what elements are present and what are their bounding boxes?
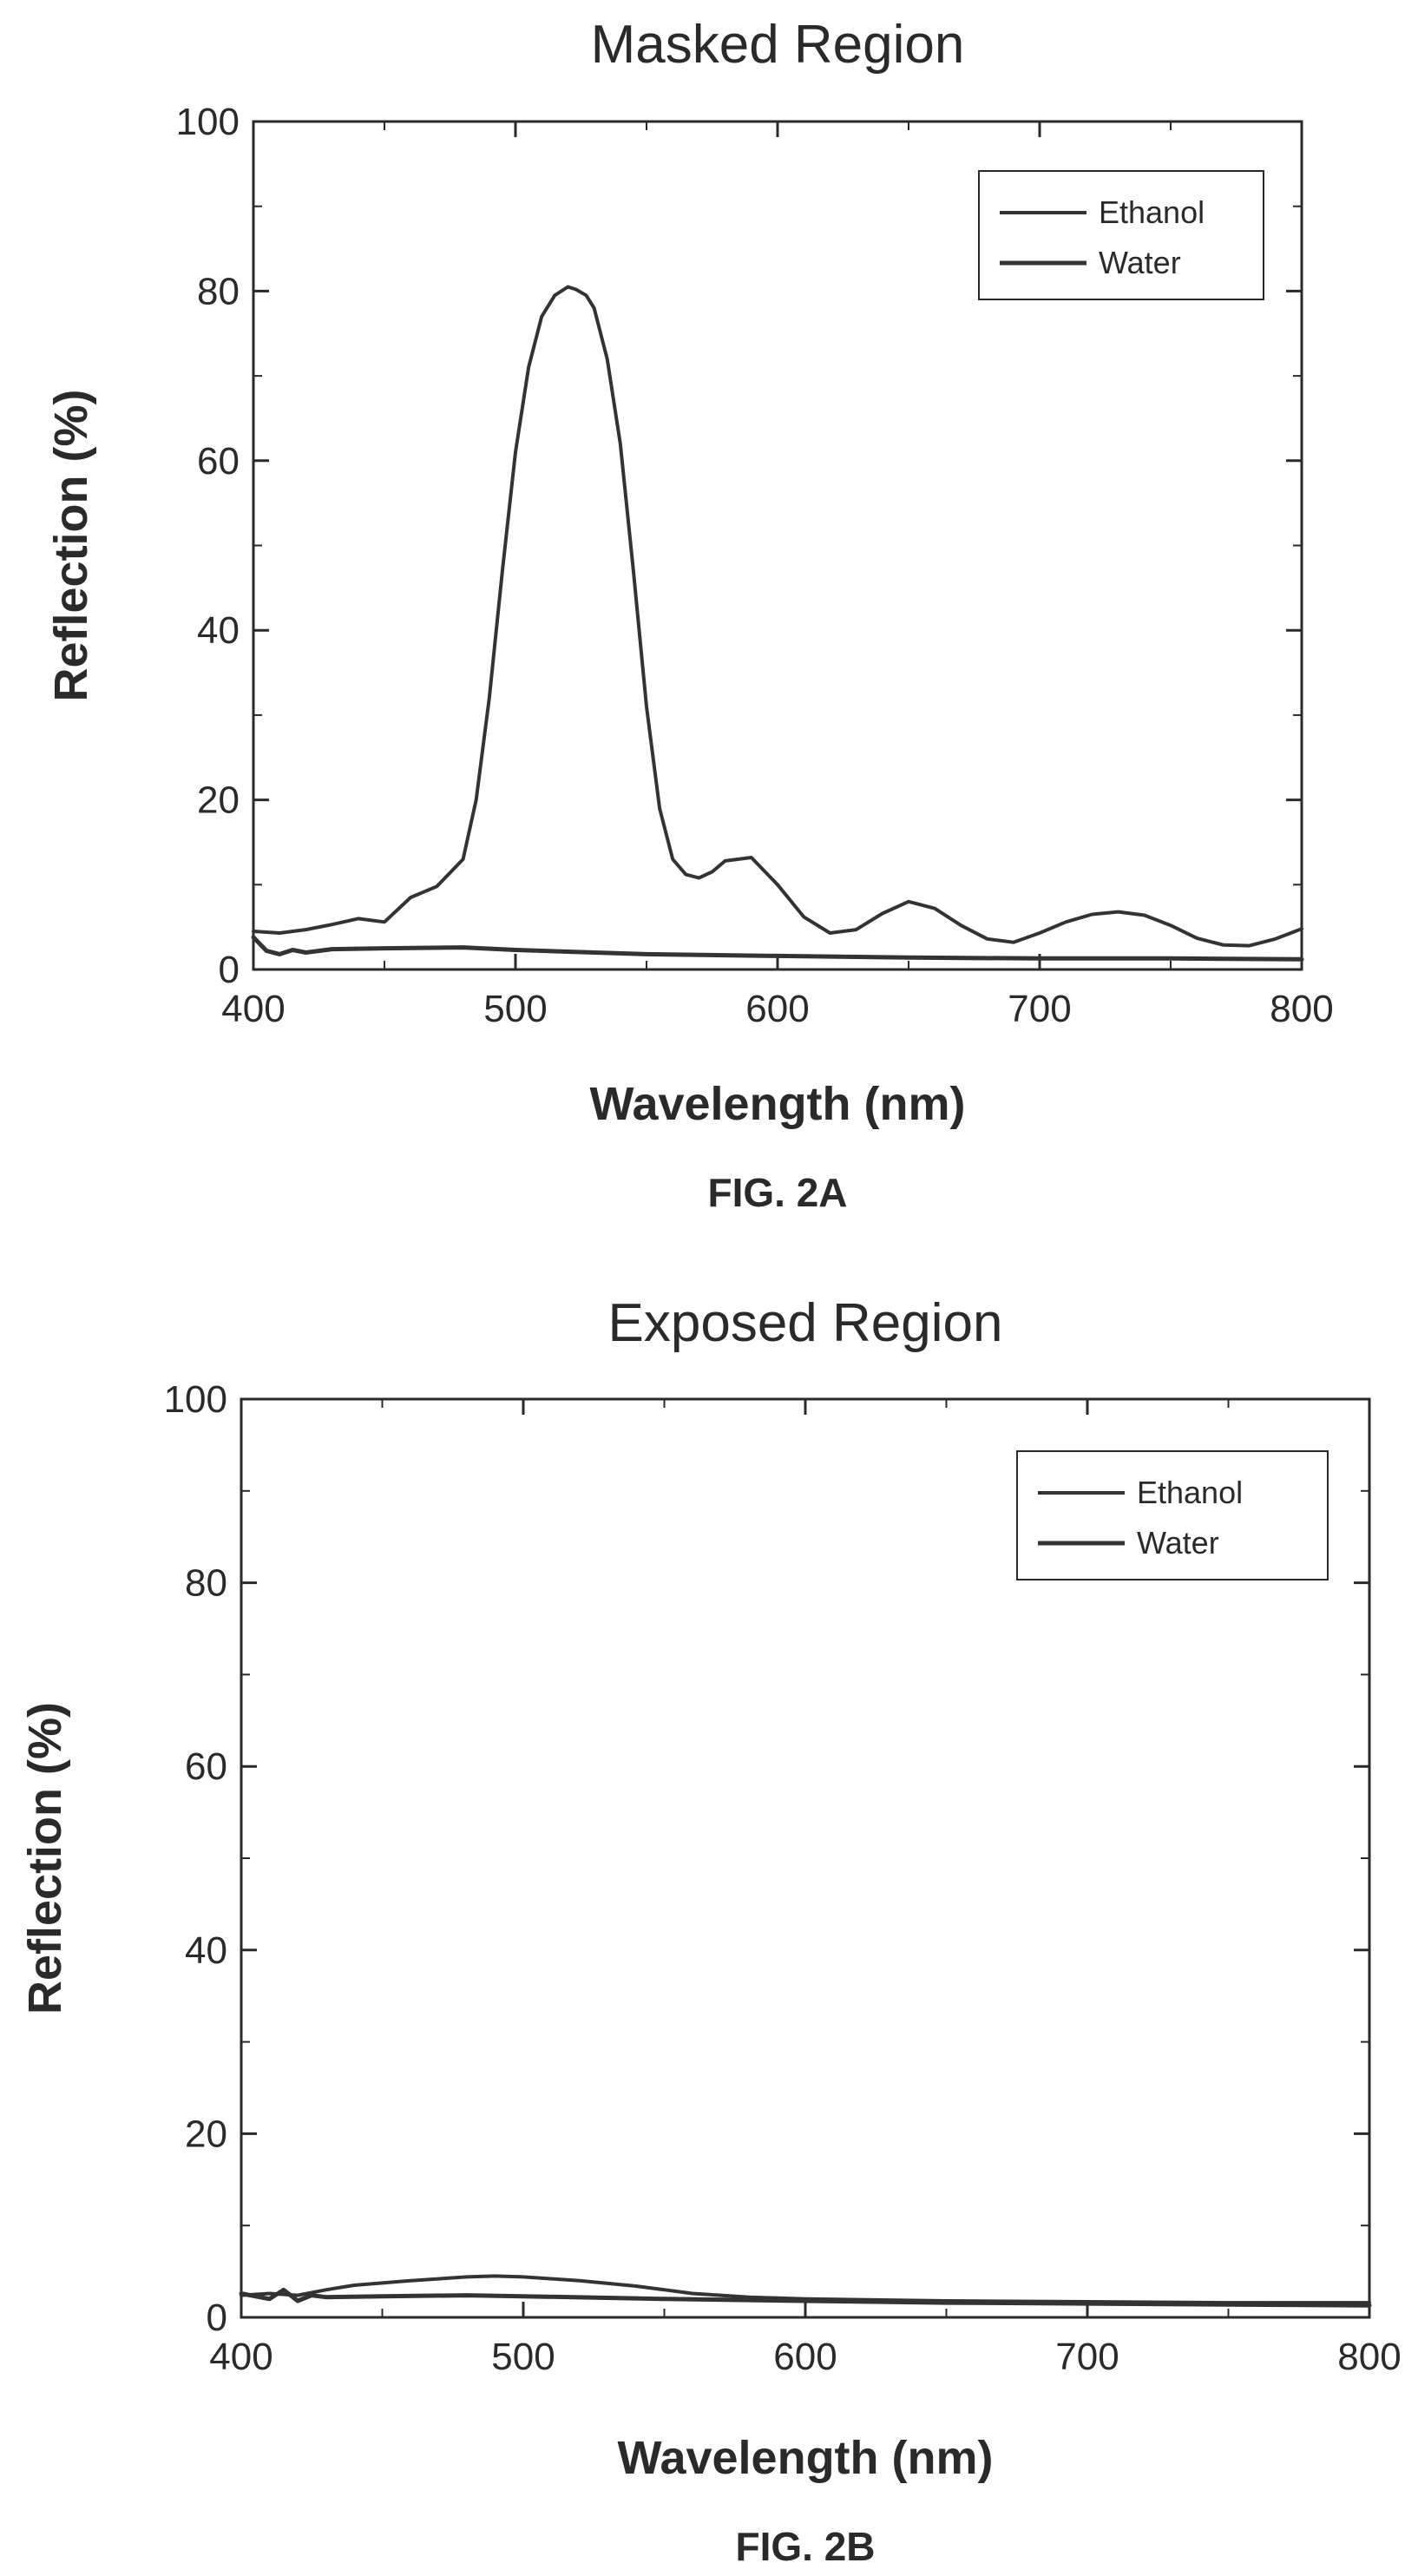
y-tick-label: 40 xyxy=(197,609,240,652)
y-tick-label: 20 xyxy=(197,779,240,822)
legend-label-water: Water xyxy=(1137,1525,1219,1561)
x-tick-label: 400 xyxy=(209,2336,272,2378)
y-tick-label: 100 xyxy=(164,1378,227,1421)
legend-box xyxy=(1016,1450,1329,1580)
series-line-ethanol xyxy=(240,2274,1371,2305)
x-tick-label: 600 xyxy=(773,2336,837,2378)
chart-title: Masked Region xyxy=(591,15,965,75)
figure-caption: FIG. 2B xyxy=(735,2524,875,2569)
y-tick-label: 60 xyxy=(185,1745,227,1788)
y-axis-label: Reflection (%) xyxy=(19,1702,71,2014)
series-line-water xyxy=(239,2287,1372,2308)
figure-caption: FIG. 2A xyxy=(707,1170,847,1215)
y-tick-label: 40 xyxy=(185,1929,227,1972)
chart-title: Exposed Region xyxy=(608,1293,1003,1353)
series-line-ethanol xyxy=(252,285,1303,948)
x-tick-label: 800 xyxy=(1337,2336,1401,2378)
y-tick-label: 60 xyxy=(197,440,240,483)
chart-exposed-region: Exposed Region 400 500 600 700 800 0 20 40 60 80 10… xyxy=(19,1293,1402,2569)
x-tick-label: 500 xyxy=(491,2336,555,2378)
legend-label-ethanol: Ethanol xyxy=(1137,1475,1243,1510)
x-axis-label: Wavelength (nm) xyxy=(589,1078,965,1130)
y-tick-label: 20 xyxy=(185,2113,227,2155)
y-tick-label: 0 xyxy=(207,2297,227,2339)
x-axis-label: Wavelength (nm) xyxy=(617,2432,993,2484)
y-tick-label: 0 xyxy=(219,949,240,991)
y-tick-label: 100 xyxy=(176,101,240,143)
series-line-water xyxy=(251,935,1304,962)
x-tick-label: 600 xyxy=(745,988,809,1030)
x-tick-label: 400 xyxy=(221,988,285,1030)
legend-label-water: Water xyxy=(1099,245,1181,280)
legend-label-ethanol: Ethanol xyxy=(1099,194,1205,230)
x-tick-label: 500 xyxy=(483,988,547,1030)
x-tick-label: 800 xyxy=(1270,988,1333,1030)
y-tick-label: 80 xyxy=(185,1562,227,1605)
chart-masked-region: Masked Region 400 500 600 700 800 0 20 40 60 80 100… xyxy=(45,15,1334,1215)
legend-box xyxy=(978,170,1264,300)
y-axis-label: Reflection (%) xyxy=(45,389,97,701)
x-tick-label: 700 xyxy=(1008,988,1071,1030)
x-tick-label: 700 xyxy=(1055,2336,1119,2378)
y-tick-label: 80 xyxy=(197,270,240,312)
